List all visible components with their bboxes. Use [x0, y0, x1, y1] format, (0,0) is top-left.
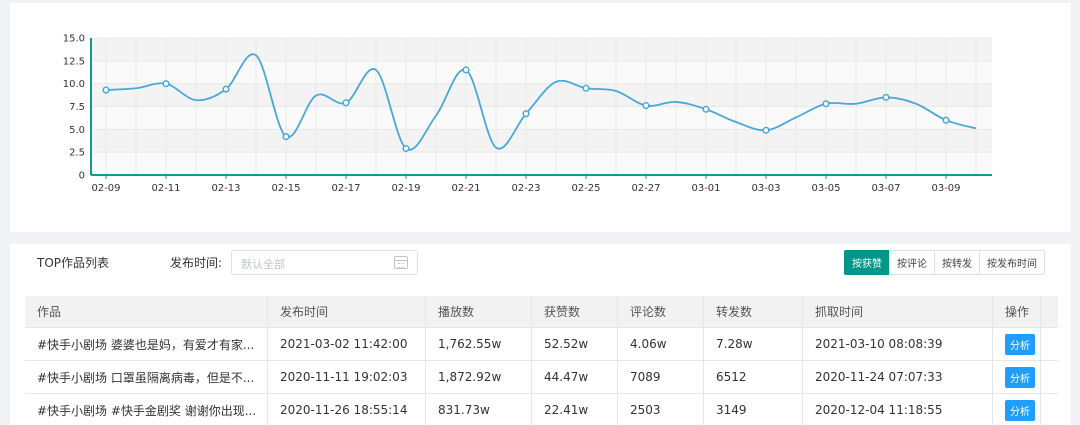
row-spacer [1041, 394, 1058, 425]
shares-cell: 6512 [704, 361, 803, 393]
sort-by-comments-button[interactable]: 按评论 [889, 250, 935, 275]
publish-time-cell: 2020-11-26 18:55:14 [268, 394, 426, 425]
sort-by-likes-button[interactable]: 按获赞 [844, 250, 890, 275]
y-tick-label: 2.5 [69, 148, 85, 159]
data-point [642, 102, 650, 110]
shares-cell: 7.28w [704, 328, 803, 360]
x-tick-label: 02-11 [151, 183, 180, 194]
column-header[interactable]: 播放数 [426, 296, 532, 327]
publish-time-cell: 2021-03-02 11:42:00 [268, 328, 426, 360]
x-tick-label: 02-09 [91, 183, 120, 194]
trend-line-chart: 0 2.5 5.0 7.5 10.0 12.5 15.0 02-09 02-11 02-13 02-… [63, 34, 992, 194]
x-tick-label: 02-23 [511, 183, 540, 194]
plays-cell: 831.73w [426, 394, 532, 425]
data-point [762, 126, 770, 134]
analyze-button[interactable]: 分析 [1005, 366, 1035, 388]
data-point [582, 84, 590, 92]
data-point [702, 105, 710, 113]
y-tick-label: 7.5 [69, 102, 85, 113]
table-header: 作品 发布时间 播放数 获赞数 评论数 转发数 抓取时间 操作 [25, 296, 1058, 328]
x-tick-label: 03-03 [751, 183, 780, 194]
likes-cell: 52.52w [532, 328, 618, 360]
action-cell: 分析 [993, 328, 1041, 360]
row-spacer [1041, 328, 1058, 360]
sort-button-group: 按获赞 按评论 按转发 按发布时间 [844, 250, 1045, 275]
works-table: 作品 发布时间 播放数 获赞数 评论数 转发数 抓取时间 操作 #快手小剧场 婆… [25, 296, 1058, 425]
x-tick-label: 02-27 [631, 183, 660, 194]
data-point [342, 99, 350, 107]
work-title-cell[interactable]: #快手小剧场 婆婆也是妈，有爱才有家... [25, 328, 268, 360]
publish-date-input[interactable]: 默认全部 [231, 250, 418, 275]
analyze-button[interactable]: 分析 [1005, 333, 1035, 355]
x-tick-label: 02-19 [391, 183, 420, 194]
work-title-cell[interactable]: #快手小剧场 口罩虽隔离病毒，但是不... [25, 361, 268, 393]
column-header[interactable]: 发布时间 [268, 296, 426, 327]
fetch-time-cell: 2020-11-24 07:07:33 [803, 361, 993, 393]
comments-cell: 2503 [618, 394, 704, 425]
column-header: 操作 [993, 296, 1041, 327]
action-cell: 分析 [993, 361, 1041, 393]
shares-cell: 3149 [704, 394, 803, 425]
data-point [942, 116, 950, 124]
table-row[interactable]: #快手小剧场 #快手金剧奖 谢谢你出现... 2020-11-26 18:55:… [25, 394, 1058, 425]
top-works-panel: TOP作品列表 发布时间: 默认全部 按获赞 按评论 按转发 按发布时间 作品 … [10, 244, 1071, 425]
comments-cell: 4.06w [618, 328, 704, 360]
x-tick-label: 02-13 [211, 183, 240, 194]
column-header[interactable]: 评论数 [618, 296, 704, 327]
y-tick-label: 12.5 [63, 56, 85, 67]
action-cell: 分析 [993, 394, 1041, 425]
x-tick-label: 02-25 [571, 183, 600, 194]
fetch-time-cell: 2020-12-04 11:18:55 [803, 394, 993, 425]
table-row[interactable]: #快手小剧场 婆婆也是妈，有爱才有家... 2021-03-02 11:42:0… [25, 328, 1058, 361]
data-point [882, 93, 890, 101]
row-spacer [1041, 361, 1058, 393]
x-tick-label: 03-07 [871, 183, 900, 194]
x-tick-label: 03-09 [931, 183, 960, 194]
data-point [282, 133, 290, 141]
publish-time-cell: 2020-11-11 19:02:03 [268, 361, 426, 393]
x-tick-label: 02-17 [331, 183, 360, 194]
data-point [162, 80, 170, 88]
data-point [822, 100, 830, 108]
y-tick-label: 10.0 [63, 79, 85, 90]
date-placeholder: 默认全部 [241, 258, 285, 271]
sort-by-publish-time-button[interactable]: 按发布时间 [979, 250, 1045, 275]
header-spacer [1041, 296, 1058, 327]
table-row[interactable]: #快手小剧场 口罩虽隔离病毒，但是不... 2020-11-11 19:02:0… [25, 361, 1058, 394]
column-header[interactable]: 抓取时间 [803, 296, 993, 327]
trend-chart-panel: 0 2.5 5.0 7.5 10.0 12.5 15.0 02-09 02-11 02-13 02-… [10, 3, 1071, 232]
plays-cell: 1,762.55w [426, 328, 532, 360]
list-title: TOP作品列表 [37, 256, 110, 270]
calendar-icon[interactable] [394, 256, 408, 269]
data-point [402, 144, 410, 153]
likes-cell: 22.41w [532, 394, 618, 425]
data-point [222, 85, 230, 93]
work-title-cell[interactable]: #快手小剧场 #快手金剧奖 谢谢你出现... [25, 394, 268, 425]
x-tick-label: 02-21 [451, 183, 480, 194]
x-tick-label: 03-01 [691, 183, 720, 194]
analyze-button[interactable]: 分析 [1005, 399, 1035, 421]
data-point [462, 66, 470, 74]
y-tick-label: 5.0 [69, 125, 85, 136]
publish-date-label: 发布时间: [170, 256, 223, 270]
column-header[interactable]: 作品 [25, 296, 268, 327]
x-tick-label: 02-15 [271, 183, 300, 194]
x-tick-label: 03-05 [811, 183, 840, 194]
column-header[interactable]: 获赞数 [532, 296, 618, 327]
fetch-time-cell: 2021-03-10 08:08:39 [803, 328, 993, 360]
sort-by-shares-button[interactable]: 按转发 [934, 250, 980, 275]
data-point [102, 86, 110, 94]
column-header[interactable]: 转发数 [704, 296, 803, 327]
plays-cell: 1,872.92w [426, 361, 532, 393]
data-point [522, 110, 530, 118]
comments-cell: 7089 [618, 361, 704, 393]
y-tick-label: 0 [79, 171, 85, 182]
likes-cell: 44.47w [532, 361, 618, 393]
y-tick-label: 15.0 [63, 34, 85, 45]
